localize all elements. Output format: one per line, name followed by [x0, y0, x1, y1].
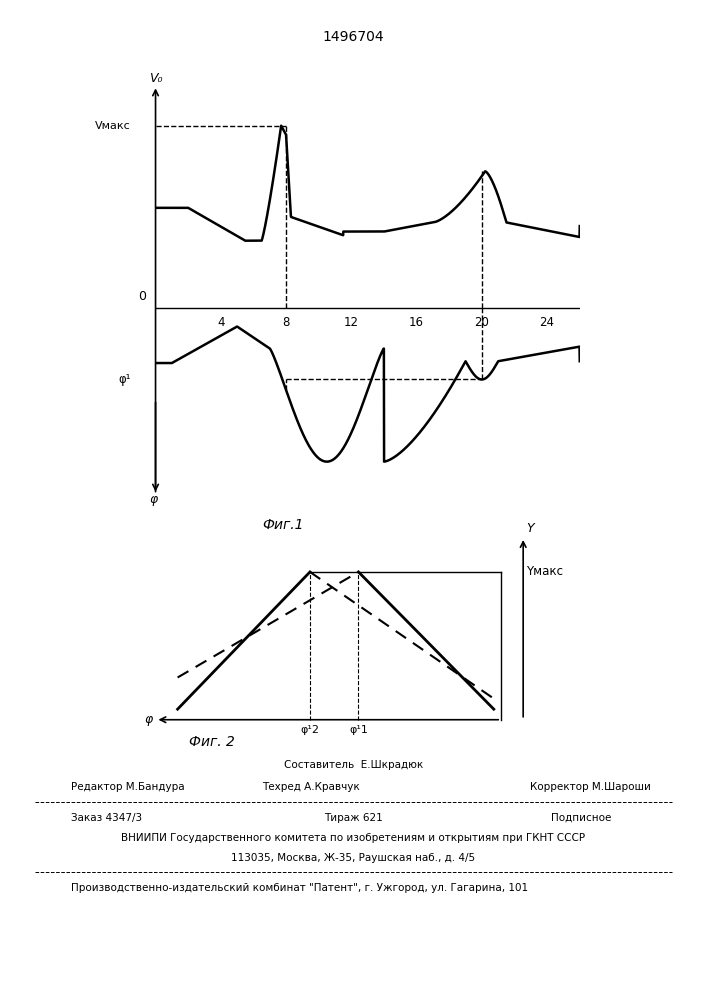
Text: Подписное: Подписное: [551, 813, 612, 823]
Text: Техред А.Кравчук: Техред А.Кравчук: [262, 782, 360, 792]
Text: Yмакс: Yмакс: [526, 565, 563, 578]
Text: φ¹2: φ¹2: [300, 725, 320, 735]
Text: 20: 20: [474, 316, 489, 329]
Text: 12: 12: [344, 316, 359, 329]
Text: 16: 16: [409, 316, 424, 329]
Text: Корректор М.Шароши: Корректор М.Шароши: [530, 782, 651, 792]
Text: φ¹: φ¹: [119, 373, 131, 386]
Text: Составитель  Е.Шкрадюк: Составитель Е.Шкрадюк: [284, 760, 423, 770]
Text: V₀: V₀: [149, 72, 163, 85]
Text: Заказ 4347/3: Заказ 4347/3: [71, 813, 142, 823]
Text: Y: Y: [526, 522, 534, 535]
Text: 0: 0: [138, 290, 146, 303]
Text: Фиг. 2: Фиг. 2: [189, 735, 235, 749]
Text: Vмакс: Vмакс: [95, 121, 131, 131]
Text: Производственно-издательский комбинат "Патент", г. Ужгород, ул. Гагарина, 101: Производственно-издательский комбинат "П…: [71, 883, 528, 893]
Text: ВНИИПИ Государственного комитета по изобретениям и открытиям при ГКНТ СССР: ВНИИПИ Государственного комитета по изоб…: [122, 833, 585, 843]
Text: 1496704: 1496704: [322, 30, 385, 44]
Text: φ: φ: [144, 713, 153, 726]
Text: φ¹1: φ¹1: [349, 725, 368, 735]
Text: φ: φ: [149, 493, 157, 506]
Text: Тираж 621: Тираж 621: [324, 813, 383, 823]
Text: Редактор М.Бандура: Редактор М.Бандура: [71, 782, 185, 792]
Text: 4: 4: [217, 316, 225, 329]
Text: 24: 24: [539, 316, 554, 329]
Text: Фиг.1: Фиг.1: [262, 518, 303, 532]
Text: 113035, Москва, Ж-35, Раушская наб., д. 4/5: 113035, Москва, Ж-35, Раушская наб., д. …: [231, 853, 476, 863]
Text: 8: 8: [282, 316, 290, 329]
